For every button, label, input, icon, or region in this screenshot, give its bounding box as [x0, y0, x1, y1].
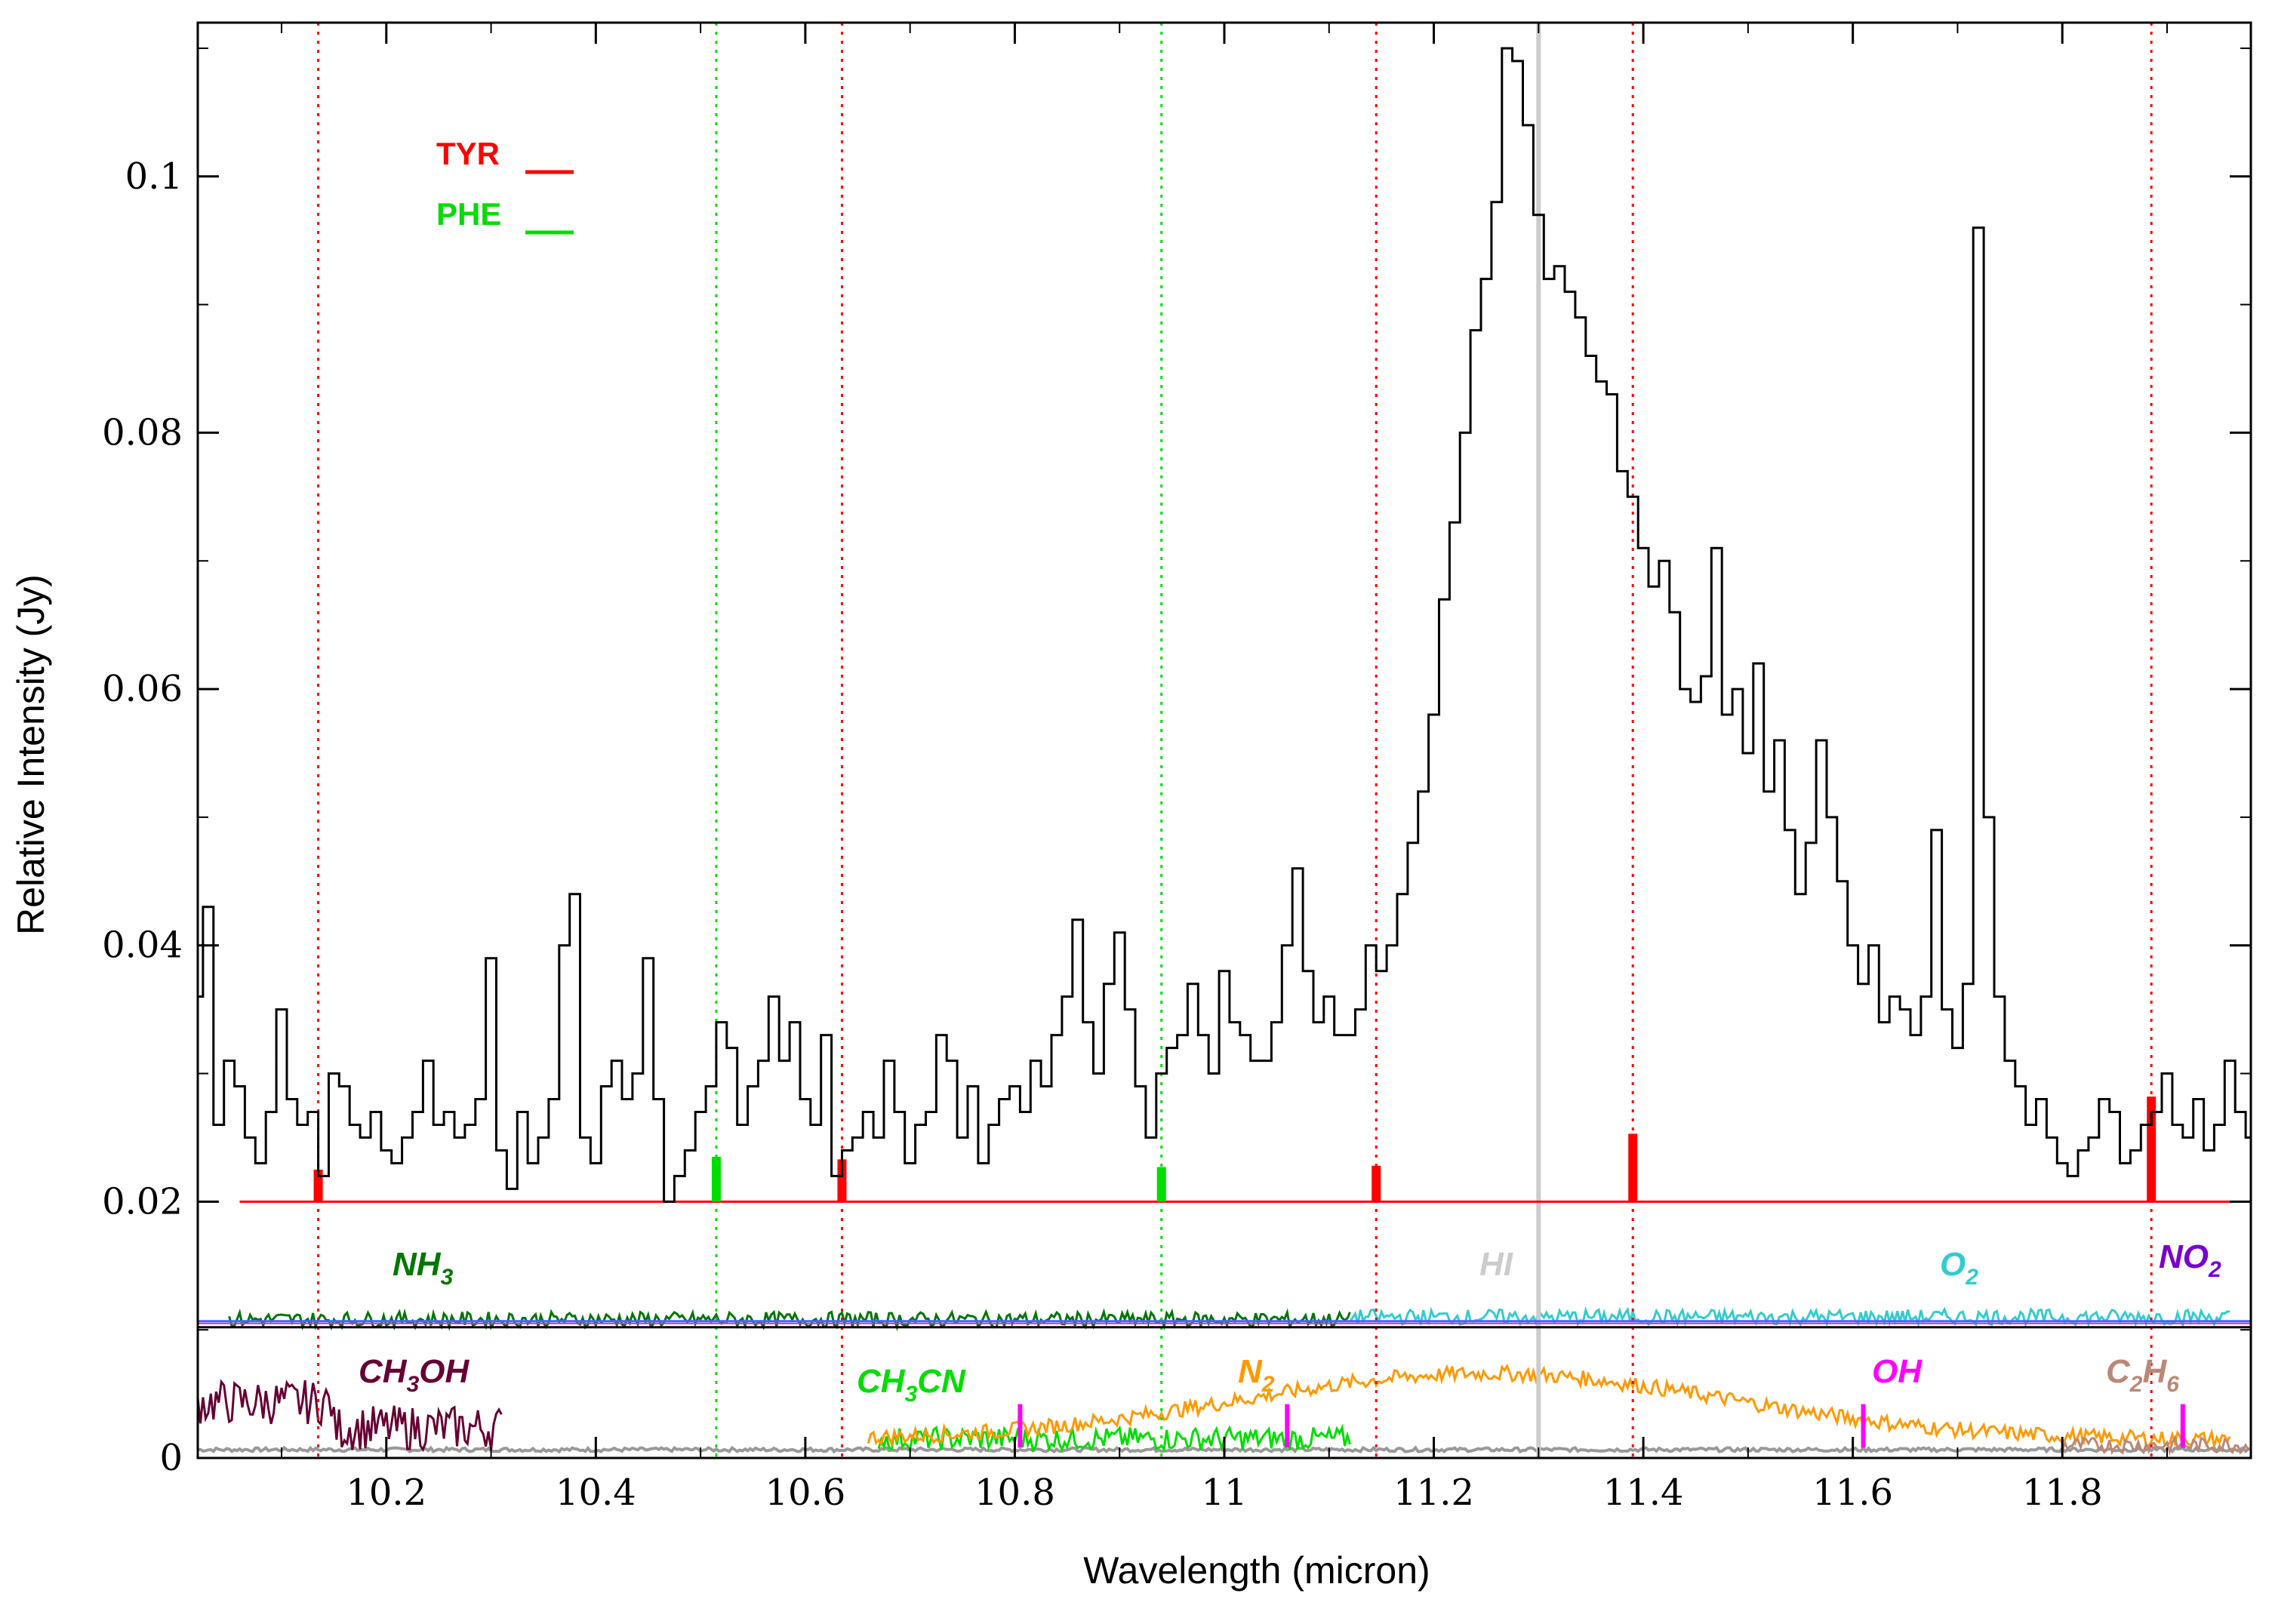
c2h6-trace [2061, 1435, 2252, 1456]
oh-marker [1285, 1404, 1290, 1448]
oh-marker [2180, 1404, 2185, 1448]
plot-frame [196, 21, 2252, 1459]
nh3-trace [228, 1308, 1351, 1332]
x-axis-title: Wavelength (micron) [1083, 1549, 1430, 1592]
tyr-line-bar [1628, 1133, 1638, 1202]
species-label: O2 [1940, 1246, 1978, 1290]
species-label: HI [1479, 1246, 1513, 1283]
y-tick-label: 0 [159, 1437, 183, 1479]
species-label: CH3CN [857, 1363, 966, 1407]
ch3oh-trace [196, 1379, 503, 1453]
x-tick-label: 10.8 [974, 1472, 1055, 1514]
x-axis: 10.2 10.4 10.6 10.8 11 11.2 11.4 11.6 11.8 [281, 23, 2168, 1514]
tyr-line-bar [313, 1169, 323, 1202]
x-tick-label: 10.6 [765, 1472, 845, 1514]
x-tick-label: 11.4 [1603, 1472, 1684, 1514]
tyr-line-bar [837, 1159, 847, 1202]
y-axis: 0 0.02 0.04 0.06 0.08 0.1 [102, 47, 2251, 1479]
oh-marker [1861, 1404, 1866, 1448]
reference-lines [198, 23, 2251, 1458]
x-tick-label: 11 [1201, 1472, 1247, 1514]
x-tick-label: 10.4 [556, 1472, 636, 1514]
species-label: OH [1872, 1353, 1923, 1390]
y-tick-label: 0.06 [102, 668, 183, 710]
tyr-line-bar [2147, 1097, 2157, 1202]
species-label: CH3OH [359, 1353, 469, 1397]
y-axis-title: Relative Intensity (Jy) [10, 574, 52, 935]
species-label: C2H6 [2106, 1353, 2179, 1397]
species-label: NH3 [393, 1246, 454, 1290]
legend-label: TYR [436, 136, 500, 171]
o2-trace [1349, 1306, 2230, 1328]
species-labels: NH3 HI O2 NO2 CH3OH CH3CN N2 OH C2H6 [359, 1238, 2221, 1407]
ch3cn-trace [877, 1423, 1351, 1453]
species-label: NO2 [2159, 1238, 2221, 1282]
legend: TYR PHE [436, 136, 574, 235]
species-label: N2 [1238, 1353, 1275, 1397]
y-tick-label: 0.08 [102, 411, 183, 454]
legend-label: PHE [436, 196, 501, 232]
tyr-line-bar [1372, 1165, 1381, 1202]
observed-spectrum-line [198, 47, 2251, 1203]
x-tick-label: 10.2 [346, 1472, 426, 1514]
n2-trace [867, 1363, 2231, 1449]
species-traces [196, 1306, 2252, 1456]
x-tick-label: 11.8 [2022, 1472, 2103, 1514]
x-tick-label: 11.6 [1812, 1472, 1893, 1514]
y-tick-label: 0.1 [125, 155, 183, 198]
x-tick-label: 11.2 [1393, 1472, 1474, 1514]
phe-line-bar [711, 1156, 721, 1202]
y-tick-label: 0.04 [102, 924, 183, 967]
y-tick-label: 0.02 [102, 1180, 183, 1223]
phe-line-bar [1156, 1167, 1166, 1202]
oh-marker [1017, 1404, 1023, 1448]
